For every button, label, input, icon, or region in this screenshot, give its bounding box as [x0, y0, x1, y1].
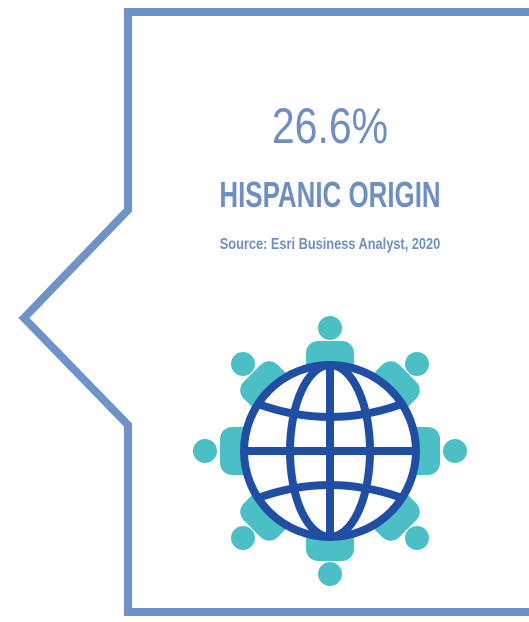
stat-source: Source: Esri Business Analyst, 2020 [220, 236, 440, 254]
stat-value: 26.6% [272, 98, 388, 154]
stat-label: HISPANIC ORIGIN [219, 175, 440, 215]
card-border [18, 8, 529, 616]
people-globe-icon [193, 316, 467, 586]
globe [240, 361, 420, 541]
